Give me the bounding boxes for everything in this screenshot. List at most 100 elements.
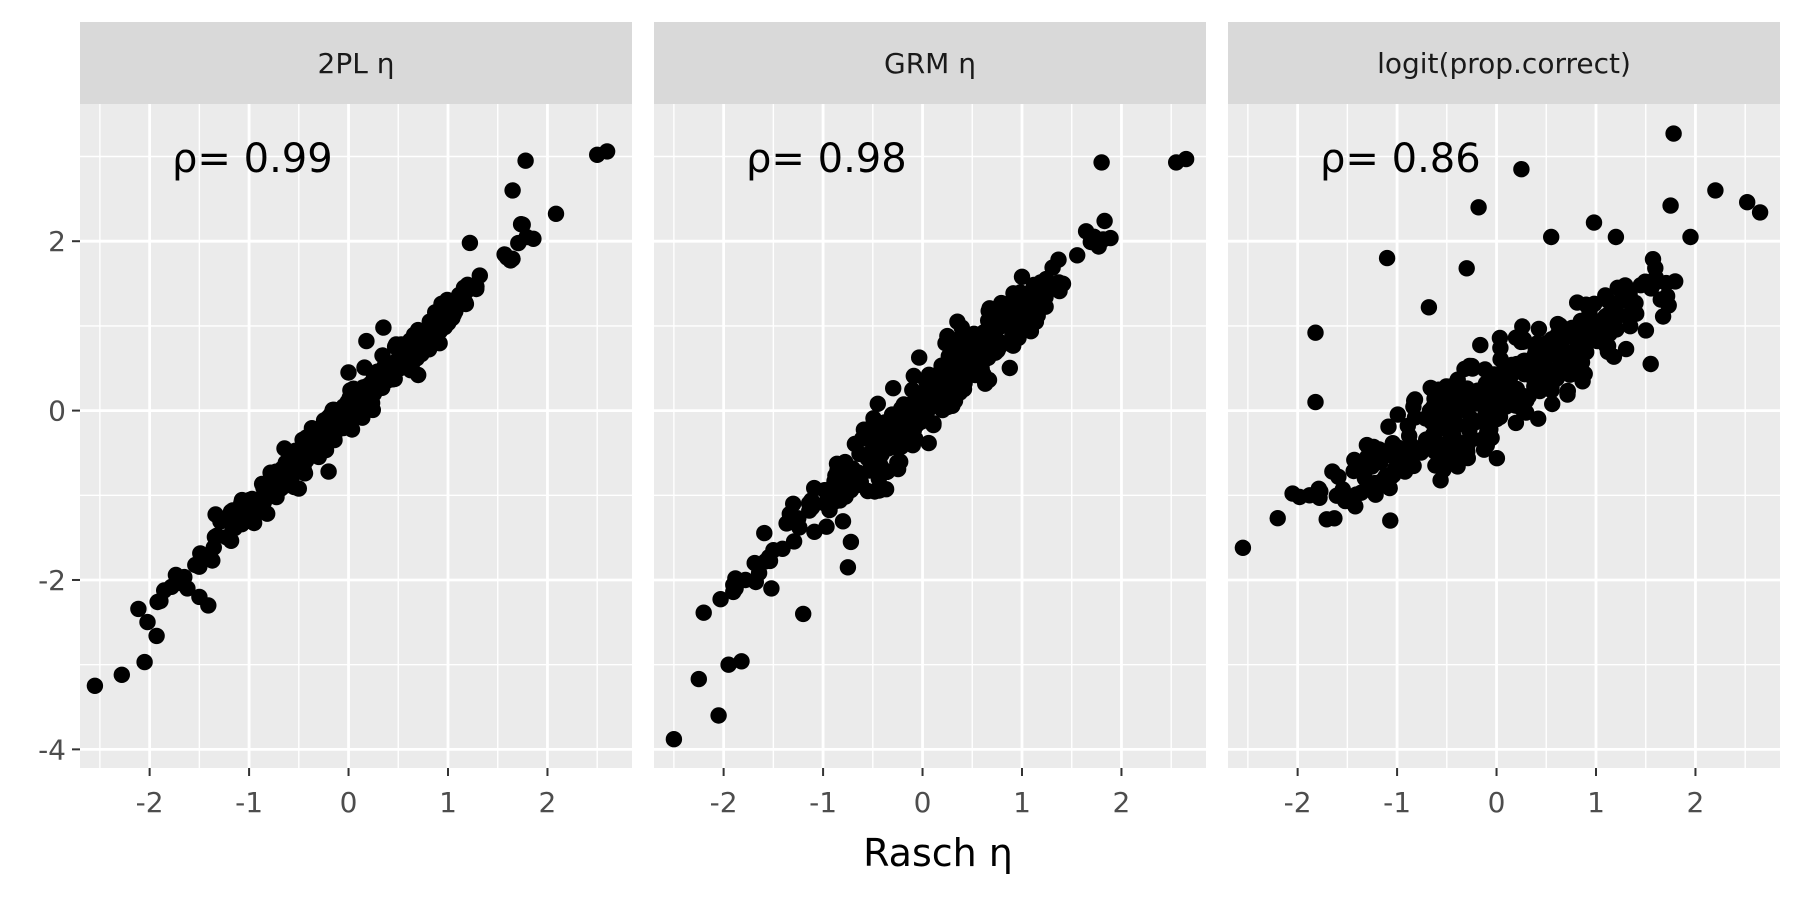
data-point bbox=[1367, 486, 1384, 503]
panel-1: 2PL η -2 -1 0 1 2 -4 -2 0 2 ρ= 0.99 bbox=[38, 22, 632, 819]
data-point bbox=[1508, 355, 1525, 373]
data-point bbox=[1472, 336, 1489, 354]
data-point bbox=[1665, 125, 1682, 142]
x-tick-label: -2 bbox=[710, 786, 738, 819]
data-point bbox=[1488, 450, 1506, 467]
data-point bbox=[1559, 386, 1576, 403]
data-point bbox=[911, 349, 928, 366]
data-point bbox=[746, 554, 763, 572]
panel-strip bbox=[80, 22, 632, 104]
data-point bbox=[712, 591, 729, 608]
data-point bbox=[233, 495, 250, 512]
data-point bbox=[1526, 378, 1543, 395]
data-point bbox=[290, 480, 307, 497]
data-point bbox=[504, 182, 521, 199]
data-point bbox=[806, 479, 823, 497]
data-point bbox=[328, 408, 346, 425]
data-point bbox=[1617, 340, 1635, 358]
data-point bbox=[1347, 498, 1364, 515]
data-point bbox=[1401, 427, 1418, 445]
data-point bbox=[912, 397, 929, 414]
data-point bbox=[980, 312, 997, 329]
data-point bbox=[978, 330, 996, 347]
data-point bbox=[525, 230, 542, 247]
data-point bbox=[247, 491, 265, 509]
data-point bbox=[179, 580, 196, 597]
y-tick-label: -4 bbox=[38, 733, 66, 766]
data-point bbox=[136, 653, 153, 671]
data-point bbox=[207, 506, 224, 523]
panel-points bbox=[86, 143, 616, 694]
data-point bbox=[1324, 463, 1341, 480]
data-point bbox=[1069, 247, 1086, 264]
data-point bbox=[113, 666, 130, 683]
data-point bbox=[354, 409, 371, 426]
data-point bbox=[1307, 393, 1324, 411]
data-point bbox=[1234, 539, 1252, 556]
data-point bbox=[1551, 317, 1569, 334]
data-point bbox=[695, 604, 712, 621]
rho-annotation: ρ= 0.98 bbox=[746, 136, 907, 182]
y-tick-label: 2 bbox=[48, 225, 66, 258]
data-point bbox=[1001, 359, 1018, 377]
data-point bbox=[444, 309, 461, 327]
data-point bbox=[1044, 259, 1061, 276]
data-point bbox=[498, 249, 516, 266]
data-point bbox=[1476, 361, 1494, 378]
data-point bbox=[1380, 418, 1397, 435]
data-point bbox=[1442, 429, 1460, 447]
data-point bbox=[952, 353, 969, 371]
data-point bbox=[839, 559, 857, 576]
data-point bbox=[1307, 324, 1324, 341]
x-tick-label: 2 bbox=[539, 786, 557, 819]
data-point bbox=[800, 495, 818, 512]
data-point bbox=[517, 152, 534, 169]
panel-2: GRM η -2 -1 0 1 2 ρ= 0.98 bbox=[654, 22, 1206, 819]
data-point bbox=[1548, 370, 1566, 387]
data-point bbox=[879, 440, 897, 457]
data-point bbox=[865, 410, 882, 427]
data-point bbox=[1585, 214, 1603, 231]
data-point bbox=[1647, 269, 1665, 286]
data-point bbox=[761, 552, 779, 570]
data-point bbox=[345, 393, 362, 410]
data-point bbox=[253, 475, 271, 493]
data-point bbox=[1518, 404, 1535, 421]
data-point bbox=[471, 267, 488, 284]
x-tick-label: 1 bbox=[1013, 786, 1031, 819]
data-point bbox=[204, 552, 221, 569]
data-point bbox=[949, 313, 966, 330]
data-point bbox=[1662, 197, 1679, 214]
panel-points bbox=[665, 150, 1195, 748]
data-point bbox=[1311, 489, 1328, 506]
data-point bbox=[821, 501, 838, 519]
panel-strip bbox=[654, 22, 1206, 104]
data-point bbox=[208, 527, 226, 544]
data-point bbox=[785, 533, 803, 550]
data-point bbox=[835, 478, 852, 496]
data-point bbox=[455, 279, 473, 296]
data-point bbox=[720, 656, 737, 673]
data-point bbox=[1410, 440, 1428, 457]
data-point bbox=[710, 707, 727, 724]
data-point bbox=[383, 367, 400, 384]
data-point bbox=[1435, 461, 1452, 478]
data-point bbox=[457, 294, 474, 311]
panel-points bbox=[1234, 125, 1769, 556]
data-point bbox=[1607, 228, 1625, 246]
data-point bbox=[1642, 355, 1659, 373]
data-point bbox=[362, 382, 379, 400]
x-tick-label: 2 bbox=[1687, 786, 1705, 819]
data-point bbox=[1326, 510, 1343, 527]
data-point bbox=[1527, 339, 1544, 357]
data-point bbox=[1177, 150, 1195, 168]
data-point bbox=[1380, 467, 1397, 484]
data-point bbox=[1458, 260, 1475, 277]
data-point bbox=[1751, 204, 1769, 221]
data-point bbox=[86, 677, 104, 694]
data-point bbox=[1573, 354, 1591, 371]
data-point bbox=[296, 465, 314, 482]
data-point bbox=[778, 515, 795, 532]
data-point bbox=[1637, 322, 1655, 339]
